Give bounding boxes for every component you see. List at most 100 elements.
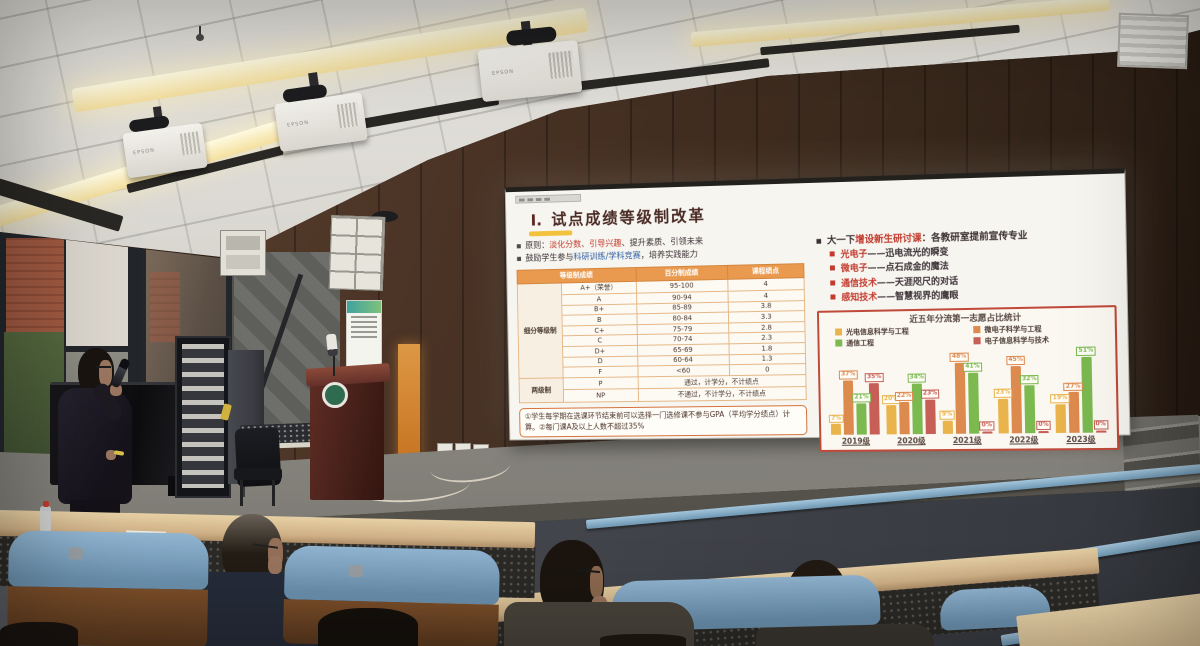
legend-label: 微电子科学与工程 (984, 324, 1042, 334)
bar-value-label: 27% (1063, 382, 1083, 392)
poster-header (347, 301, 381, 313)
text-segment: ，培养实践能力 (640, 249, 699, 261)
legend-item: 通信工程 (835, 336, 967, 348)
bar-group: 7% 37% 21% 35% 2019级 (828, 349, 884, 446)
bar-value-label: 0% (1093, 419, 1109, 430)
red-square-bullet-icon (830, 280, 836, 286)
projector-grille (336, 101, 360, 129)
audience-hand (268, 556, 282, 574)
legend-label: 光电信息科学与工程 (845, 326, 909, 336)
grade-table: 等级制成绩 百分制成绩 课程绩点 细分等级制 A+（荣誉） 95-100 4 A 90-94 4 B… (517, 263, 807, 404)
podium-mic-pole (333, 352, 335, 376)
speaker-array (328, 215, 386, 291)
audience-head-partial (600, 634, 686, 646)
podium-mic (325, 333, 339, 357)
slide-title-index: I. (530, 210, 543, 230)
text-segment: 大一下 (826, 234, 856, 247)
bar-value-label: 45% (1006, 356, 1026, 366)
table-cell: NP (563, 389, 639, 403)
water-bottle-cap (43, 501, 49, 507)
projector-brand-label: EPSON (491, 68, 515, 77)
slide-note: ①学生每学期在选课环节结束前可以选择一门选修课不参与GPA（平均学分绩点）计算。… (519, 405, 808, 438)
bar-value-label: 21% (852, 393, 871, 403)
bar (998, 398, 1009, 434)
bar-value-label: 23% (993, 388, 1013, 399)
bar (843, 380, 855, 435)
bar (1054, 404, 1066, 433)
piano-leg (168, 476, 178, 496)
sky-view (66, 236, 128, 346)
bar-value-label: 9% (939, 410, 955, 420)
slide-title-text: 试点成绩等级制改革 (551, 205, 706, 229)
bar-group: 23% 45% 32% 0% 2022级 (993, 347, 1052, 445)
category-label: 2019级 (841, 436, 871, 446)
bar (1038, 430, 1049, 433)
text-segment: 、提升素质、引领未来 (621, 236, 704, 249)
projector: EPSON (477, 20, 583, 103)
chair-cushion (8, 530, 209, 590)
legend-label: 电子信息科学与技术 (984, 335, 1050, 345)
bar (981, 431, 993, 434)
air-vent (1117, 12, 1189, 70)
projection-screen: I. 试点成绩等级制改革 原则：淡化分数、引导兴趣、提升素质、引领未来 鼓励学生… (504, 168, 1131, 452)
projector-brand-label: EPSON (286, 119, 310, 129)
wall-poster (346, 300, 382, 368)
text-segment: ：各教研室提前宣传专业 (921, 230, 1028, 245)
text-segment: 鼓励学生参与 (525, 252, 574, 264)
projector-grille (179, 131, 201, 156)
bar-value-label: 19% (1050, 394, 1070, 404)
chart-plot: 7% 37% 21% 35% 2019级 20% 22% 34% 23% 2020级 9% 48% 41… (826, 346, 1111, 447)
chart-legend: 光电信息科学与工程 微电子科学与工程通信工程 电子信息科学与技术 (835, 322, 1109, 348)
bar-value-label: 35% (864, 372, 884, 383)
bar-value-label: 32% (1019, 375, 1039, 385)
bar (869, 382, 881, 435)
text-segment: 科研训练/学科竞赛 (573, 250, 641, 263)
audience-shoulders (756, 624, 934, 646)
orange-lit-strip (398, 344, 420, 472)
bar-group: 20% 22% 34% 23% 2020级 (881, 349, 940, 446)
bar (899, 401, 910, 434)
stage-chair-seat (234, 468, 282, 480)
presenter-toolbar (515, 193, 582, 204)
audience-head-partial (0, 622, 78, 646)
bar-value-label: 51% (1076, 346, 1096, 356)
chair-leg (240, 480, 243, 506)
bar (942, 420, 953, 434)
legend-item: 电子信息科学与技术 (973, 334, 1109, 346)
chair-cushion (283, 545, 501, 605)
bar (1068, 392, 1080, 433)
category-label: 2020级 (897, 435, 926, 445)
table-cell: P (563, 376, 639, 391)
bar-value-label: 0% (979, 420, 995, 431)
bar (856, 403, 868, 435)
red-square-bullet-icon (829, 251, 835, 257)
slide-right-column: 大一下增设新生研讨课：各教研室提前宣传专业 光电子——迅电流光的瞬变微电子——点… (815, 225, 1120, 452)
bar (1024, 385, 1036, 433)
bar-group: 19% 27% 51% 0% 2023级 (1050, 346, 1109, 445)
bar-value-label: 22% (894, 391, 914, 401)
legend-swatch (835, 327, 843, 336)
bar (886, 404, 897, 434)
bar-value-label: 48% (949, 352, 969, 362)
text-segment: 增设新生研讨课 (855, 233, 922, 246)
university-emblem (322, 382, 348, 408)
presenter-body (58, 388, 132, 504)
bar (831, 424, 842, 435)
legend-swatch (973, 336, 981, 344)
title-underline (528, 230, 573, 237)
audience-head-partial (318, 608, 418, 646)
presenter-hand (110, 384, 122, 396)
water-bottle (40, 506, 51, 532)
legend-label: 通信工程 (846, 338, 875, 347)
table-group-label: 两级制 (519, 377, 564, 403)
bar (954, 362, 966, 434)
seminar-items: 光电子——迅电流光的瞬变 微电子——点石成金的魔法 通信技术——天涯咫尺的对话 感知技… (829, 241, 1117, 306)
category-label: 2021级 (952, 435, 982, 445)
category-label: 2023级 (1066, 434, 1096, 444)
projector-brand-label: EPSON (132, 147, 156, 157)
speaker-box (220, 230, 266, 276)
red-square-bullet-icon (829, 265, 835, 271)
equipment-rack (175, 336, 231, 498)
chair-leg (272, 480, 275, 506)
rack-gear (182, 344, 224, 488)
